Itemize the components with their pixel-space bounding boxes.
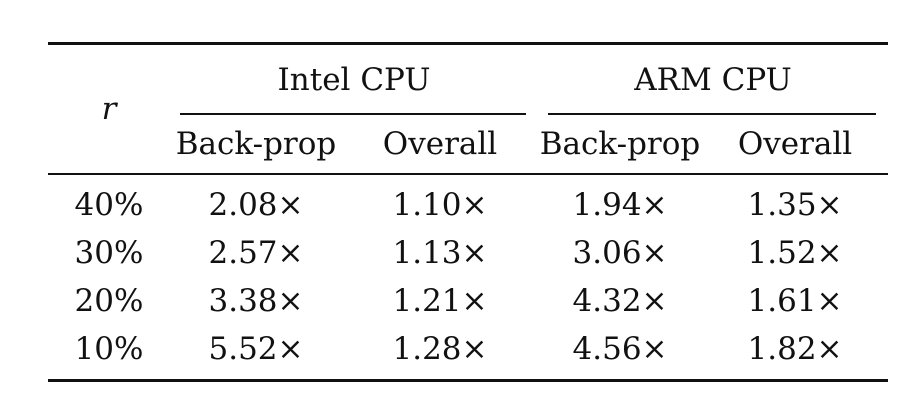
group-header-intel-cpu: Intel CPU xyxy=(170,44,538,115)
table-header: r Intel CPU ARM CPU Back-prop Overall Ba… xyxy=(48,43,889,175)
col-header-intel-overall: Overall xyxy=(382,126,498,162)
cell-intel-overall: 1.28× xyxy=(392,331,488,367)
cell-arm-backprop: 4.32× xyxy=(572,283,668,319)
row-label: 40% xyxy=(74,187,144,223)
cell-intel-backprop: 5.52× xyxy=(208,331,304,367)
col-header-intel-backprop: Back-prop xyxy=(175,126,337,162)
cell-intel-backprop: 3.38× xyxy=(208,283,304,319)
cell-arm-overall: 1.35× xyxy=(747,187,843,223)
cell-arm-overall: 1.61× xyxy=(747,283,843,319)
group-label-arm-cpu: ARM CPU xyxy=(634,62,792,98)
cell-arm-overall: 1.52× xyxy=(747,235,843,271)
cell-intel-overall: 1.13× xyxy=(392,235,488,271)
cell-arm-overall: 1.82× xyxy=(747,331,843,367)
row-header-r: r xyxy=(48,43,170,175)
cell-arm-backprop: 3.06× xyxy=(572,235,668,271)
table-body: 40% 2.08× 1.10× 1.94× 1.35× 30% 2.57× 1.… xyxy=(48,174,889,381)
cell-intel-overall: 1.21× xyxy=(392,283,488,319)
col-header-arm-backprop: Back-prop xyxy=(539,126,701,162)
cell-intel-overall: 1.10× xyxy=(392,187,488,223)
speedup-table: r Intel CPU ARM CPU Back-prop Overall Ba… xyxy=(48,42,889,382)
row-label: 10% xyxy=(74,331,144,367)
table-row: 20% 3.38× 1.21× 4.32× 1.61× xyxy=(48,277,888,325)
group-rule-arm xyxy=(548,113,877,115)
cell-arm-backprop: 4.56× xyxy=(572,331,668,367)
table-row: 40% 2.08× 1.10× 1.94× 1.35× xyxy=(48,174,888,229)
cell-intel-backprop: 2.08× xyxy=(208,187,304,223)
cell-intel-backprop: 2.57× xyxy=(208,235,304,271)
table-row: 10% 5.52× 1.28× 4.56× 1.82× xyxy=(48,325,889,381)
row-label: 20% xyxy=(74,283,144,319)
group-label-intel-cpu: Intel CPU xyxy=(277,62,431,98)
group-header-arm-cpu: ARM CPU xyxy=(538,44,888,115)
col-header-arm-overall: Overall xyxy=(737,126,853,162)
table-row: 30% 2.57× 1.13× 3.06× 1.52× xyxy=(48,229,888,277)
group-rule-intel xyxy=(180,113,527,115)
row-label: 30% xyxy=(74,235,144,271)
cell-arm-backprop: 1.94× xyxy=(572,187,668,223)
